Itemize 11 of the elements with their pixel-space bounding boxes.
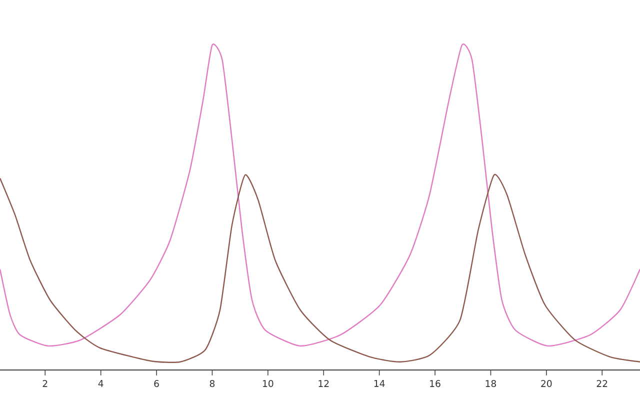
x-tick-label: 22 bbox=[596, 380, 608, 387]
x-tick-label: 8 bbox=[210, 380, 215, 388]
x-tick-label: 2 bbox=[42, 380, 48, 387]
x-tick-label: 14 bbox=[374, 380, 385, 387]
x-tick-label: 16 bbox=[430, 380, 440, 388]
x-tick-label: 6 bbox=[154, 380, 159, 388]
x-tick-label: 10 bbox=[263, 380, 274, 388]
x-tick-label: 18 bbox=[486, 380, 496, 388]
x-tick-label: 12 bbox=[318, 380, 329, 387]
x-tick-label: 20 bbox=[541, 380, 552, 388]
x-tick-label: 4 bbox=[98, 380, 104, 387]
